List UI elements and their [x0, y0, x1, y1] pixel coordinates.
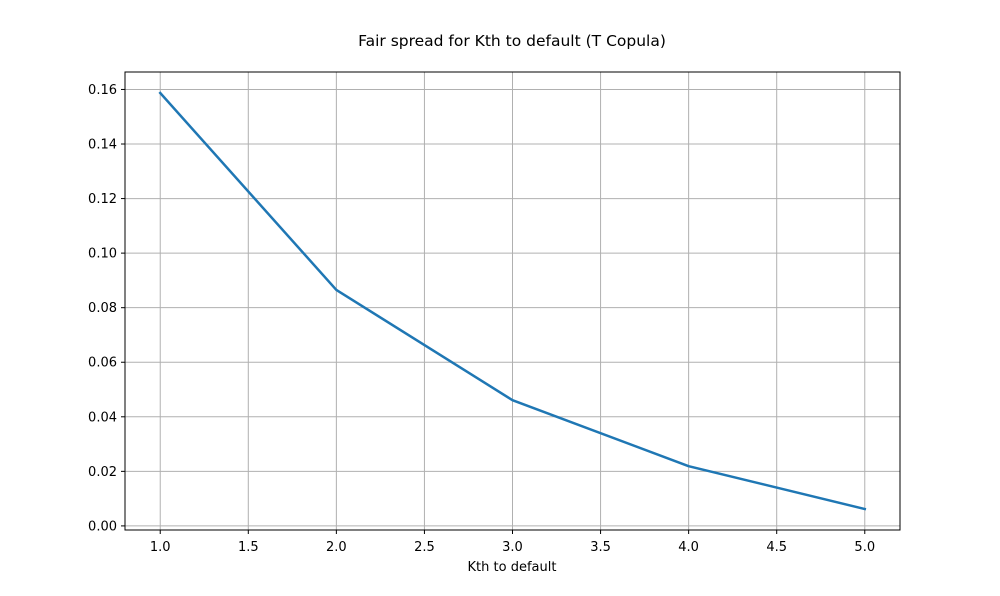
- x-tick-label: 5.0: [854, 540, 875, 555]
- y-tick-label: 0.08: [88, 301, 117, 316]
- x-tick-label: 1.5: [238, 540, 259, 555]
- y-tick-label: 0.04: [88, 410, 117, 425]
- y-tick-label: 0.00: [88, 519, 117, 534]
- y-tick-label: 0.14: [88, 138, 117, 153]
- x-tick-label: 3.0: [502, 540, 523, 555]
- x-tick-label: 1.0: [150, 540, 171, 555]
- x-tick-label: 2.5: [414, 540, 435, 555]
- series-line: [158, 91, 867, 511]
- axis-ticks: 1.0 1.5 2.0 2.5 3.0 3.5 4.0 4.5 5.0 0.00 0.02 0.04 0…: [88, 83, 875, 555]
- series-layer: [158, 91, 867, 511]
- x-tick-label: 4.0: [678, 540, 699, 555]
- x-tick-label: 4.5: [766, 540, 787, 555]
- x-tick-label: 2.0: [326, 540, 347, 555]
- grid: [125, 72, 900, 530]
- y-tick-label: 0.12: [88, 192, 117, 207]
- x-axis-label: Kth to default: [468, 560, 557, 575]
- y-tick-label: 0.06: [88, 356, 117, 371]
- y-tick-label: 0.16: [88, 83, 117, 98]
- x-tick-label: 3.5: [590, 540, 611, 555]
- y-tick-label: 0.02: [88, 465, 117, 480]
- chart-title: Fair spread for Kth to default (T Copula…: [358, 32, 666, 50]
- y-tick-label: 0.10: [88, 247, 117, 262]
